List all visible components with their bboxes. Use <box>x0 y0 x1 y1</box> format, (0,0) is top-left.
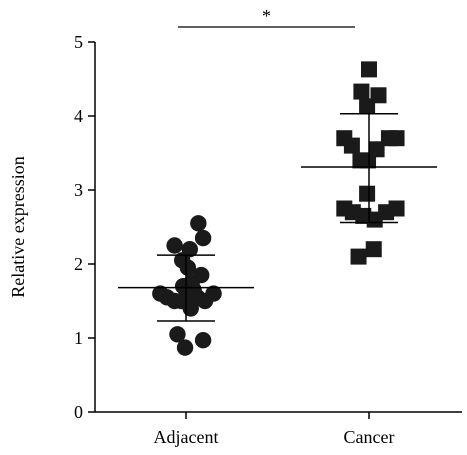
series-cancer <box>301 61 437 265</box>
y-axis-title: Relative expression <box>8 156 28 297</box>
data-point <box>388 200 405 217</box>
x-tick-label: Adjacent <box>154 427 219 447</box>
y-axis: 0 1 2 3 4 5 Relative expression <box>8 32 96 422</box>
series-adjacent <box>118 215 254 356</box>
y-tick-label: 5 <box>74 32 83 52</box>
data-point <box>182 300 199 317</box>
data-point <box>166 237 183 254</box>
data-point <box>194 229 212 247</box>
y-tick-label: 0 <box>74 402 83 422</box>
data-point <box>360 152 377 169</box>
x-tick-label: Cancer <box>344 427 395 447</box>
data-point <box>353 83 370 100</box>
data-point <box>179 259 197 276</box>
x-axis-ticks: Adjacent Cancer <box>154 412 395 447</box>
data-point <box>169 326 186 343</box>
data-point <box>388 130 405 147</box>
y-axis-ticks: 0 1 2 3 4 5 <box>74 32 95 422</box>
data-point <box>194 332 212 349</box>
y-tick-label: 2 <box>74 254 83 274</box>
data-point <box>361 61 377 78</box>
data-point <box>190 215 207 232</box>
data-point <box>350 248 367 265</box>
data-point <box>359 185 376 202</box>
data-point <box>196 292 214 310</box>
significance-annotation: * <box>178 6 355 28</box>
data-point <box>359 98 376 115</box>
x-axis: Adjacent Cancer <box>95 411 462 447</box>
significance-asterisk: * <box>262 6 271 26</box>
y-tick-label: 1 <box>74 328 83 348</box>
y-tick-label: 3 <box>74 180 83 200</box>
y-tick-label: 4 <box>74 106 83 126</box>
data-point <box>343 137 360 154</box>
data-point <box>365 241 382 258</box>
plot-area <box>118 61 437 356</box>
data-point <box>176 339 194 356</box>
